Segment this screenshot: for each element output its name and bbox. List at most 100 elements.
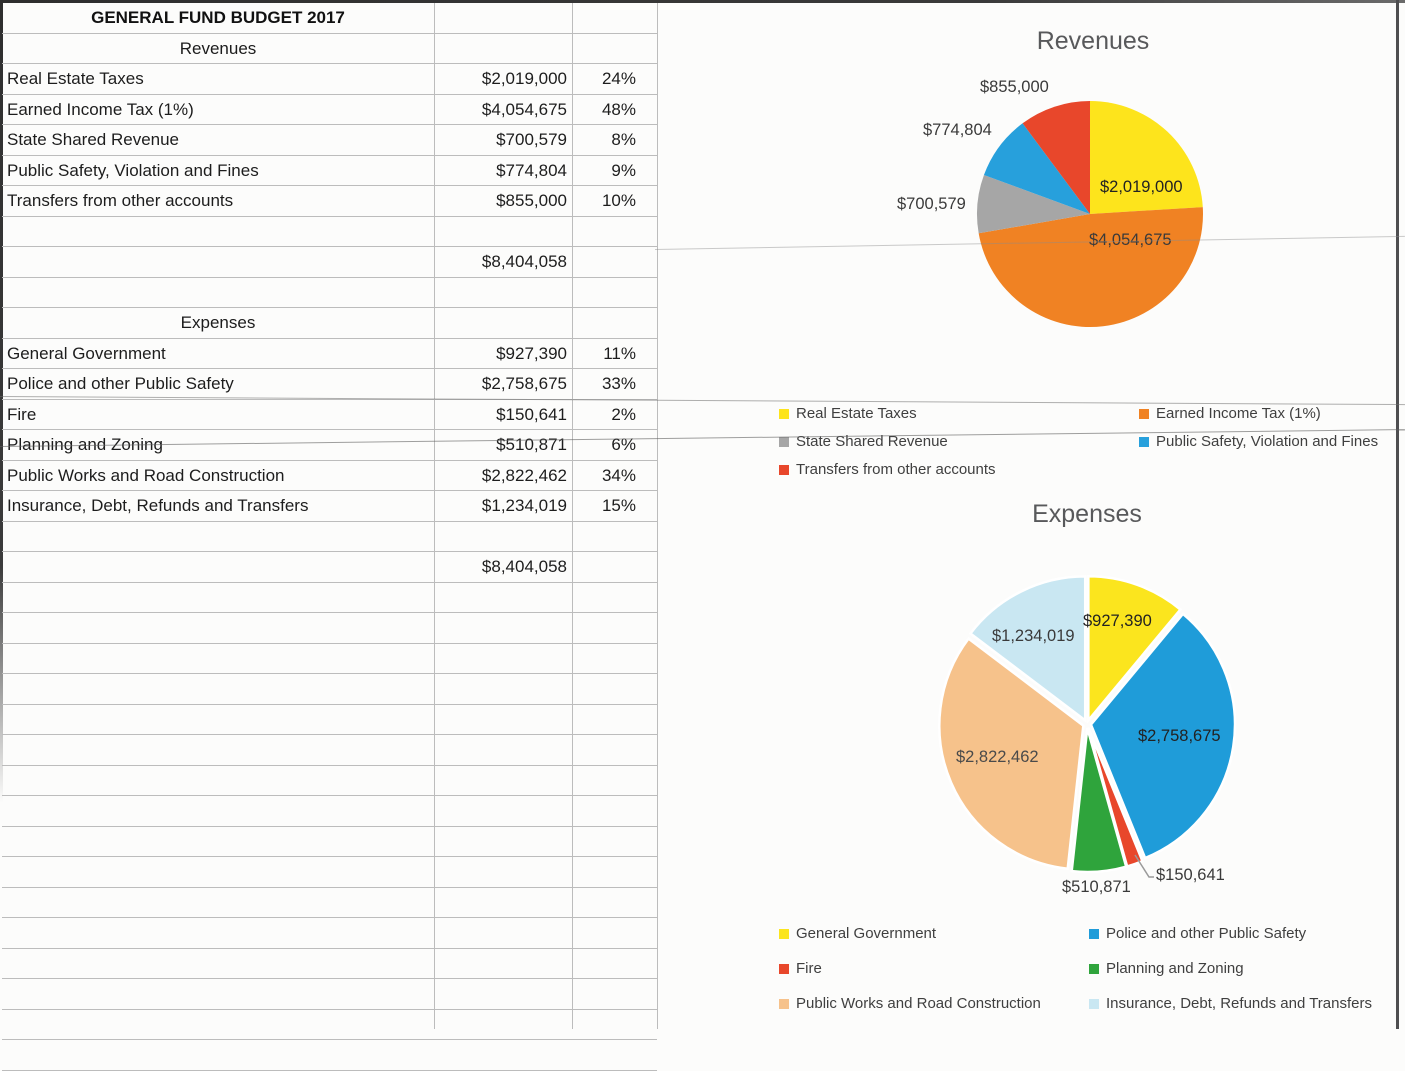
empty-row xyxy=(2,979,657,1010)
total-row: $8,404,058 xyxy=(2,247,657,278)
empty-row xyxy=(2,949,657,979)
revenues-pie-slice-4 xyxy=(983,123,1090,214)
legend-item: General Government xyxy=(779,925,936,942)
cell-percent: 10% xyxy=(601,191,636,210)
revenues-pie-slice-2 xyxy=(978,207,1204,327)
legend-swatch-icon xyxy=(779,464,789,475)
cell-value: $927,390 xyxy=(496,343,567,363)
pie-charts-canvas xyxy=(938,101,1237,878)
empty-row xyxy=(2,888,657,918)
expenses-pie-slice-2 xyxy=(1089,612,1237,860)
table-title-row: GENERAL FUND BUDGET 2017 xyxy=(2,3,657,34)
legend-label: Fire xyxy=(796,960,822,977)
legend-label: State Shared Revenue xyxy=(796,433,948,450)
empty-row xyxy=(2,766,657,796)
cell-value: $2,822,462 xyxy=(481,465,567,485)
cell-percent: 34% xyxy=(601,465,636,485)
cell-label: Police and other Public Safety xyxy=(7,374,234,393)
cell-percent: 6% xyxy=(611,435,636,454)
cell-value: $774,804 xyxy=(496,160,567,180)
pie-label-general-government: $927,390 xyxy=(1083,612,1152,630)
empty-row xyxy=(2,796,657,827)
expenses-pie-slice-6 xyxy=(968,575,1087,723)
cell-percent: 11% xyxy=(603,343,636,363)
pie-label-planning-zoning: $510,871 xyxy=(1062,878,1131,896)
cell-percent: 33% xyxy=(601,374,636,393)
legend-item: Fire xyxy=(779,960,822,977)
legend-swatch-icon xyxy=(779,963,789,974)
empty-row xyxy=(2,278,657,308)
cell-value: $2,758,675 xyxy=(481,374,567,393)
legend-swatch-icon xyxy=(1139,436,1149,447)
empty-row xyxy=(2,613,657,644)
pie-label-public-safety: $774,804 xyxy=(923,121,992,139)
legend-item: Public Safety, Violation and Fines xyxy=(1139,433,1378,450)
legend-swatch-icon xyxy=(1139,408,1149,419)
legend-item: Transfers from other accounts xyxy=(779,461,996,478)
expenses-pie-slice-1 xyxy=(1087,574,1183,724)
cell-percent xyxy=(572,1040,657,1070)
budget-item-row: Insurance, Debt, Refunds and Transfers $1… xyxy=(2,491,657,522)
cell-value: $8,404,058 xyxy=(481,557,567,576)
legend-swatch-icon xyxy=(779,436,789,447)
legend-swatch-icon xyxy=(1089,998,1099,1009)
pie-label-state-shared: $700,579 xyxy=(897,195,966,213)
empty-row xyxy=(2,918,657,949)
legend-label: Planning and Zoning xyxy=(1106,960,1244,977)
cell-percent: 24% xyxy=(601,69,636,88)
cell-label: Earned Income Tax (1%) xyxy=(7,99,194,119)
budget-item-row: Transfers from other accounts $855,000 10% xyxy=(2,186,657,217)
cell-label: Fire xyxy=(7,404,37,424)
budget-item-row: Fire $150,641 2% xyxy=(2,400,657,430)
legend-item: Earned Income Tax (1%) xyxy=(1139,405,1321,422)
legend-item: Real Estate Taxes xyxy=(779,405,917,422)
expenses-pie-slice-4 xyxy=(1070,727,1128,874)
total-row: $8,404,058 xyxy=(2,552,657,583)
pie-label-public-works: $2,822,462 xyxy=(956,748,1039,766)
budget-item-row: Public Safety, Violation and Fines $774,8… xyxy=(2,156,657,186)
empty-row xyxy=(2,857,657,888)
pie-label-real-estate-taxes: $2,019,000 xyxy=(1100,178,1183,196)
budget-item-row: Earned Income Tax (1%) $4,054,675 48% xyxy=(2,95,657,125)
cell-label: Insurance, Debt, Refunds and Transfers xyxy=(7,496,309,515)
legend-item: State Shared Revenue xyxy=(779,433,948,450)
budget-item-row: General Government $927,390 11% xyxy=(2,339,657,369)
cell-label: Public Safety, Violation and Fines xyxy=(7,160,259,180)
page-edge-right xyxy=(1396,0,1399,1029)
empty-row xyxy=(2,674,657,705)
cell-value: $700,579 xyxy=(496,130,567,149)
grid-vline-3 xyxy=(657,3,658,1029)
legend-label: Police and other Public Safety xyxy=(1106,925,1307,942)
budget-table: GENERAL FUND BUDGET 2017 Revenues Real Est… xyxy=(2,3,657,1071)
legend-label: Transfers from other accounts xyxy=(796,461,996,478)
cell-label: State Shared Revenue xyxy=(7,130,180,149)
budget-item-row: State Shared Revenue $700,579 8% xyxy=(2,125,657,156)
pie-label-transfers: $855,000 xyxy=(980,78,1049,96)
cell-label xyxy=(2,1040,434,1070)
legend-label: Real Estate Taxes xyxy=(796,405,917,422)
page-edge-top xyxy=(0,0,1405,3)
empty-row xyxy=(2,644,657,674)
legend-label: Public Works and Road Construction xyxy=(796,995,1041,1012)
cell-label: Real Estate Taxes xyxy=(7,69,144,88)
pie-label-fire: $150,641 xyxy=(1156,866,1225,884)
legend-label: Earned Income Tax (1%) xyxy=(1156,405,1321,422)
cell-label: General Government xyxy=(7,343,166,363)
cell-percent: 15% xyxy=(601,496,636,515)
label-leader-line xyxy=(1134,854,1154,878)
cell-label: GENERAL FUND BUDGET 2017 xyxy=(91,8,345,27)
pie-label-police: $2,758,675 xyxy=(1138,727,1221,745)
budget-item-row: Real Estate Taxes $2,019,000 24% xyxy=(2,64,657,95)
page-edge-left xyxy=(0,0,3,1029)
budget-item-row: Public Works and Road Construction $2,822… xyxy=(2,461,657,491)
cell-label: Public Works and Road Construction xyxy=(7,465,285,485)
legend-swatch-icon xyxy=(779,928,789,939)
legend-swatch-icon xyxy=(779,408,789,419)
legend-label: General Government xyxy=(796,925,937,942)
expenses-pie-slice-5 xyxy=(938,636,1085,871)
cell-percent: 2% xyxy=(611,404,636,424)
legend-swatch-icon xyxy=(779,998,789,1009)
expenses-chart-title: Expenses xyxy=(1032,500,1142,528)
cell-value xyxy=(434,1040,572,1070)
cell-percent: 8% xyxy=(611,130,636,149)
